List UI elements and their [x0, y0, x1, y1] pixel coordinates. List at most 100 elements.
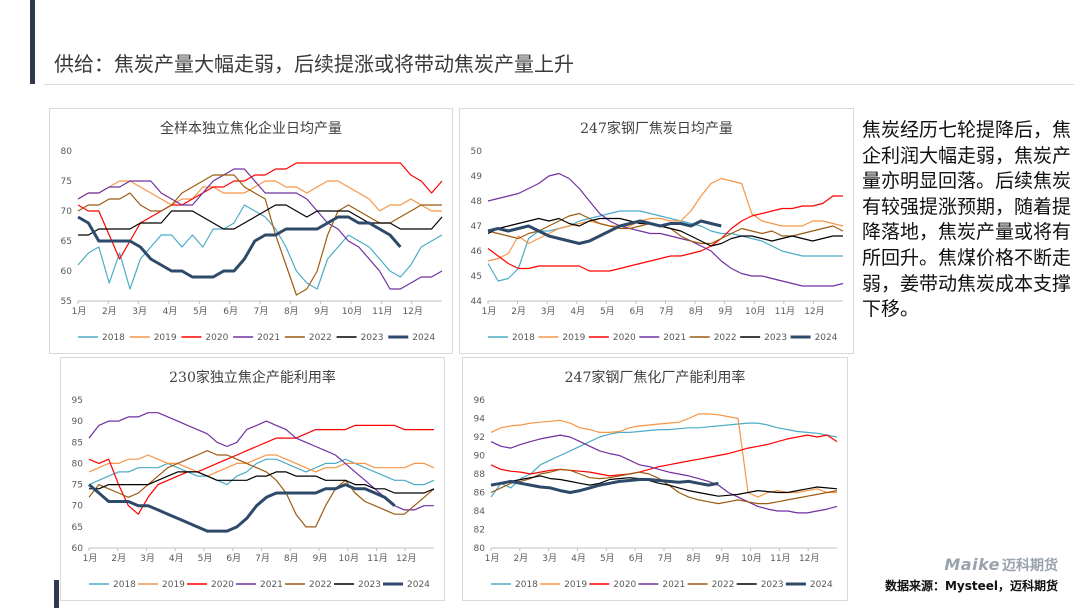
legend-label: 2018 [113, 580, 136, 590]
y-tick-label: 50 [471, 147, 483, 157]
series-line-2024 [88, 483, 396, 533]
legend-label: 2022 [714, 333, 737, 343]
legend-label: 2023 [358, 580, 381, 590]
series-line-2019 [490, 413, 837, 498]
logo-text: Maike [944, 555, 1000, 574]
legend-label: 2018 [512, 333, 535, 343]
series-line-2022 [487, 212, 844, 245]
y-tick-label: 65 [61, 237, 72, 247]
x-tick-label: 8月 [686, 553, 701, 564]
y-tick-label: 80 [72, 459, 84, 469]
legend-label: 2022 [309, 580, 332, 590]
x-tick-label: 5月 [198, 553, 213, 564]
y-tick-label: 47 [471, 222, 482, 232]
x-tick-label: 6月 [226, 553, 241, 564]
x-tick-label: 3月 [541, 306, 556, 317]
series-line-2018 [487, 210, 843, 282]
series-line-2022 [88, 450, 435, 528]
chart-panel-2: 247家钢厂焦炭日均产量 44 45 46 47 48 49 50 1月 2月 3月 4月 5月 6月 7月… [459, 108, 854, 354]
y-tick-label: 90 [72, 417, 84, 427]
x-tick-label: 1月 [482, 306, 497, 317]
legend-label: 2022 [712, 580, 735, 590]
x-tick-label: 6月 [223, 306, 238, 317]
chart-title: 247家钢厂焦炭日均产量 [580, 120, 733, 137]
y-tick-label: 96 [474, 396, 486, 406]
x-tick-label: 8月 [689, 306, 704, 317]
x-tick-label: 10月 [339, 553, 359, 564]
x-tick-label: 11月 [367, 553, 387, 564]
chart-title: 230家独立焦企产能利用率 [169, 369, 336, 386]
x-tick-label: 10月 [342, 306, 362, 317]
x-tick-label: 12月 [799, 553, 819, 564]
x-tick-label: 4月 [163, 306, 178, 317]
chart-panel-3: 230家独立焦企产能利用率 60 65 70 75 80 85 90 95 1月 2月 3月 4月 5月 6… [60, 357, 445, 601]
y-tick-label: 90 [474, 452, 486, 462]
legend-label: 2024 [412, 333, 435, 343]
legend-label: 2021 [260, 580, 283, 590]
y-tick-label: 95 [72, 396, 83, 406]
x-tick-label: 2月 [102, 306, 117, 317]
legend-label: 2023 [361, 333, 384, 343]
y-tick-label: 46 [471, 247, 483, 257]
legend-label: 2022 [309, 333, 332, 343]
source-block: Maike 迈科期货 数据来源：Mysteel，迈科期货 [885, 555, 1058, 594]
series-line-2023 [78, 204, 443, 236]
y-tick-label: 85 [72, 438, 83, 448]
x-tick-label: 7月 [659, 306, 674, 317]
chart-title: 247家钢厂焦化厂产能利用率 [565, 369, 746, 386]
y-tick-label: 75 [72, 481, 83, 491]
x-tick-label: 3月 [140, 553, 155, 564]
series-line-2023 [487, 217, 843, 247]
data-source-note: 数据来源：Mysteel，迈科期货 [884, 579, 1058, 593]
series-line-2023 [89, 471, 435, 494]
x-tick-label: 5月 [600, 553, 615, 564]
legend-label: 2018 [102, 333, 125, 343]
y-tick-label: 65 [72, 523, 83, 533]
legend-label: 2024 [407, 580, 430, 590]
legend-label: 2019 [562, 333, 585, 343]
y-tick-label: 55 [61, 297, 72, 307]
x-tick-label: 7月 [255, 553, 270, 564]
series-line-2021 [88, 412, 434, 511]
x-tick-label: 9月 [314, 306, 329, 317]
x-tick-label: 11月 [372, 306, 392, 317]
legend-label: 2020 [613, 333, 636, 343]
legend-label: 2020 [613, 580, 636, 590]
series-line-2024 [77, 215, 402, 279]
y-tick-label: 75 [61, 177, 72, 187]
legend-label: 2023 [764, 333, 787, 343]
x-tick-label: 8月 [284, 553, 299, 564]
x-tick-label: 7月 [254, 306, 269, 317]
chart-panel-4: 247家钢厂焦化厂产能利用率 80 82 84 86 88 90 92 94 96 1月 2月 3月 4月… [462, 357, 848, 601]
series-line-2020 [77, 162, 443, 260]
legend-label: 2021 [257, 333, 280, 343]
x-tick-label: 10月 [741, 553, 761, 564]
x-tick-label: 9月 [718, 306, 733, 317]
x-tick-label: 7月 [658, 553, 673, 564]
legend-label: 2019 [154, 333, 177, 343]
legend-label: 2020 [205, 333, 228, 343]
x-tick-label: 3月 [132, 306, 147, 317]
y-tick-label: 84 [474, 507, 486, 517]
chart-panel-1: 全样本独立焦化企业日均产量 55 60 65 70 75 80 1月 2月 3月 4月 5月 6月 7月 8… [49, 108, 453, 354]
x-tick-label: 1月 [485, 553, 500, 564]
x-tick-label: 6月 [630, 306, 645, 317]
series-line-2019 [77, 180, 442, 212]
legend-label: 2023 [761, 580, 784, 590]
bottom-accent-bar [54, 580, 59, 608]
chart-daily-output-independent: 全样本独立焦化企业日均产量 55 60 65 70 75 80 1月 2月 3月 4月 5月 6月 7月 8… [61, 120, 443, 343]
y-tick-label: 86 [474, 489, 486, 499]
y-tick-label: 92 [474, 433, 485, 443]
y-tick-label: 80 [474, 544, 486, 554]
x-tick-label: 10月 [745, 306, 765, 317]
y-tick-label: 70 [61, 207, 73, 217]
x-tick-label: 5月 [600, 306, 615, 317]
y-tick-label: 48 [471, 197, 483, 207]
x-tick-label: 2月 [111, 553, 126, 564]
logo-cn-text: 迈科期货 [1002, 558, 1058, 574]
x-tick-label: 1月 [72, 306, 87, 317]
commentary-text: 焦炭经历七轮提降后，焦企利润大幅走弱，焦炭产量亦明显回落。后续焦炭有较强提涨预期… [862, 119, 1072, 321]
x-tick-label: 2月 [511, 306, 526, 317]
series-line-2024 [487, 219, 722, 245]
legend-label: 2019 [162, 580, 185, 590]
